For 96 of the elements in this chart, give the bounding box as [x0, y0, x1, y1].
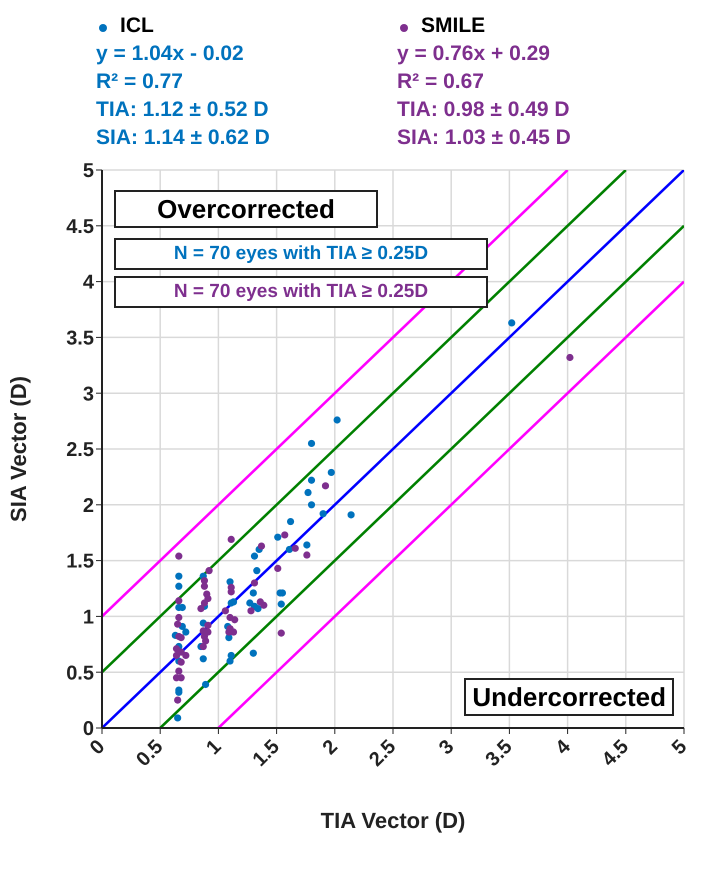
point — [254, 604, 262, 612]
point — [175, 667, 182, 675]
point — [182, 628, 190, 636]
point — [303, 551, 310, 559]
y-tick-label: 2 — [82, 494, 94, 517]
text: SIA: 1.14 ± 0.62 D — [96, 126, 270, 149]
y-tick-label: 4 — [82, 272, 95, 294]
x-tick-label: 3.5 — [481, 736, 517, 771]
label-box: Overcorrected — [114, 190, 378, 228]
point — [172, 652, 180, 660]
point — [200, 642, 207, 650]
point — [250, 552, 258, 560]
point — [247, 607, 255, 614]
point — [304, 488, 312, 496]
y-tick-label: 3.5 — [66, 328, 94, 350]
point — [175, 552, 182, 560]
x-tick-label: 1.5 — [248, 736, 284, 771]
text: TIA: 0.98 ± 0.49 D — [397, 98, 570, 121]
label-box: Undercorrected — [464, 678, 674, 716]
y-tick-label: 0 — [82, 718, 94, 740]
text: y = 0.76x + 0.29 — [397, 42, 550, 65]
label-box: N = 70 eyes with TIA ≥ 0.25D — [114, 238, 488, 270]
x-tick-label: 2.5 — [365, 736, 400, 771]
point — [205, 567, 213, 574]
point — [278, 600, 285, 608]
x-axis-title: TIA Vector (D) — [320, 808, 466, 834]
point — [308, 501, 316, 508]
point — [334, 416, 341, 424]
point — [204, 622, 212, 629]
point — [226, 657, 234, 665]
point — [253, 567, 260, 574]
point — [308, 440, 316, 448]
y-tick-label: 4.5 — [66, 216, 94, 238]
point — [286, 546, 294, 554]
y-axis-title: SIA Vector (D) — [6, 376, 31, 522]
point — [308, 476, 316, 484]
legend-label: SMILE — [421, 13, 486, 39]
point — [231, 616, 238, 624]
point — [228, 536, 235, 543]
point — [260, 602, 268, 609]
point — [200, 582, 208, 590]
y-tick-label: 1.5 — [66, 550, 94, 573]
text: R² = 0.67 — [397, 70, 484, 93]
point — [250, 650, 257, 657]
point — [292, 544, 299, 552]
point — [174, 696, 182, 704]
point — [197, 604, 205, 612]
point — [278, 630, 285, 637]
point — [347, 511, 355, 518]
point — [566, 354, 574, 362]
label-box: N = 70 eyes with TIA ≥ 0.25D — [114, 276, 488, 308]
point — [250, 579, 258, 587]
point — [178, 658, 185, 666]
y-tick-label: 2.5 — [66, 439, 94, 462]
point — [178, 634, 185, 642]
point — [175, 572, 182, 580]
point — [174, 620, 182, 628]
text: TIA: 1.12 ± 0.52 D — [96, 98, 269, 121]
y-tick-label: 5 — [82, 160, 94, 182]
point — [281, 531, 288, 539]
point — [274, 564, 282, 572]
point — [225, 628, 232, 636]
x-tick-label: 4.5 — [598, 736, 634, 771]
point — [258, 542, 266, 550]
y-tick-label: 3 — [82, 383, 94, 406]
y-tick-label: 1 — [82, 606, 94, 628]
point — [286, 518, 294, 526]
point — [200, 655, 207, 662]
point — [328, 468, 335, 476]
x-tick-label: 0.5 — [132, 736, 168, 771]
x-tick-label: 2 — [318, 736, 342, 760]
text: R² = 0.77 — [96, 70, 183, 93]
point — [175, 597, 182, 604]
x-tick-label: 3 — [435, 736, 458, 760]
point — [222, 607, 229, 614]
point — [175, 614, 182, 622]
text: y = 1.04x - 0.02 — [96, 42, 244, 65]
text: SIA: 1.03 ± 0.45 D — [397, 126, 571, 149]
point — [303, 541, 310, 549]
point — [230, 598, 238, 606]
point — [202, 637, 210, 645]
x-tick-label: 4 — [551, 735, 576, 760]
point — [200, 599, 208, 607]
x-tick-label: 1 — [202, 736, 226, 760]
point — [202, 680, 210, 688]
x-tick-label: 5 — [668, 736, 692, 760]
point — [320, 510, 327, 518]
point — [508, 319, 516, 326]
point — [182, 652, 190, 660]
point — [322, 482, 330, 490]
point — [250, 589, 257, 597]
point — [274, 534, 282, 541]
y-tick-label: 0.5 — [66, 662, 94, 684]
point — [175, 582, 182, 590]
point — [174, 714, 182, 722]
legend-label: ICL — [120, 13, 154, 39]
